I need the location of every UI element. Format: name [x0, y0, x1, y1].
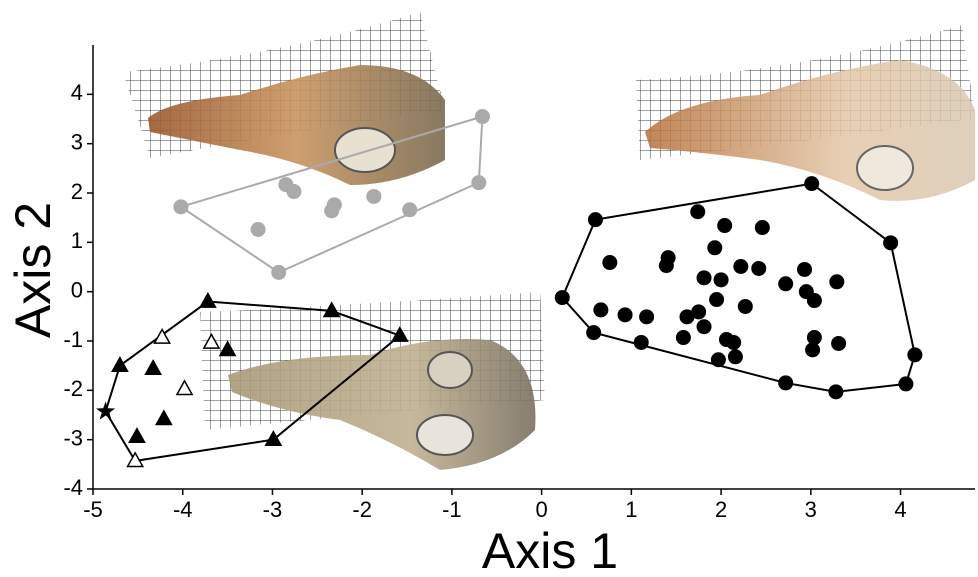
x-tick-label: -3	[263, 497, 283, 522]
point	[202, 332, 221, 349]
x-tick-label: -1	[442, 497, 462, 522]
point	[402, 202, 418, 218]
y-tick-label: -3	[63, 425, 83, 450]
point	[883, 235, 899, 251]
point	[366, 188, 382, 204]
y-tick-label: 3	[71, 129, 83, 154]
point	[593, 302, 609, 318]
point	[264, 430, 283, 447]
point	[586, 325, 602, 341]
specimen-image	[636, 25, 975, 201]
point	[175, 379, 194, 396]
point	[733, 259, 749, 275]
point	[726, 334, 742, 350]
point	[806, 293, 822, 309]
point	[679, 309, 695, 325]
y-tick-label: 4	[71, 80, 83, 105]
point	[155, 409, 173, 426]
point	[831, 335, 847, 351]
point	[322, 301, 341, 318]
point	[727, 349, 743, 365]
point	[617, 307, 633, 323]
y-tick-label: -1	[63, 327, 83, 352]
point	[691, 304, 707, 320]
point	[907, 347, 923, 363]
y-axis-label: Axis 2	[5, 202, 61, 338]
x-tick-label: 0	[536, 497, 548, 522]
point	[554, 290, 570, 306]
y-tick-label: 0	[71, 277, 83, 302]
point	[128, 427, 146, 444]
group-hull	[561, 182, 916, 393]
point	[153, 328, 171, 344]
specimen-images	[123, 12, 975, 470]
point	[173, 199, 189, 215]
point	[639, 309, 655, 325]
x-tick-label: 3	[805, 497, 817, 522]
point	[797, 261, 813, 277]
point	[690, 204, 706, 220]
specimen-image	[200, 292, 545, 470]
x-tick-label: 4	[894, 497, 906, 522]
point	[96, 401, 116, 420]
x-tick-label: 2	[715, 497, 727, 522]
point	[707, 240, 723, 256]
point	[111, 356, 129, 373]
point	[805, 342, 821, 358]
point	[250, 222, 266, 238]
x-axis-label: Axis 1	[482, 523, 618, 577]
point	[144, 359, 162, 375]
point	[474, 109, 490, 125]
point	[278, 177, 294, 193]
point	[754, 220, 770, 236]
point	[709, 292, 725, 308]
point	[829, 274, 845, 290]
point	[751, 260, 767, 276]
point	[633, 334, 649, 350]
point	[390, 326, 409, 342]
group-hull	[104, 300, 402, 462]
x-tick-label: -2	[352, 497, 372, 522]
y-tick-label: -4	[63, 475, 83, 500]
point	[828, 384, 844, 400]
point	[198, 291, 217, 308]
point	[696, 270, 712, 286]
point	[710, 352, 726, 368]
point	[713, 272, 729, 288]
point	[602, 255, 618, 271]
point	[324, 203, 340, 219]
point	[587, 212, 603, 228]
y-tick-label: 2	[71, 179, 83, 204]
point	[778, 375, 794, 391]
point	[778, 276, 794, 292]
point	[737, 298, 753, 314]
point	[126, 451, 145, 468]
y-tick-label: -2	[63, 376, 83, 401]
point	[696, 319, 712, 335]
x-tick-label: -5	[83, 497, 103, 522]
point	[675, 330, 691, 346]
specimen-image	[123, 12, 445, 185]
point	[717, 218, 733, 234]
point	[271, 264, 287, 280]
point	[658, 258, 674, 274]
point	[218, 340, 237, 357]
point	[898, 376, 914, 392]
point	[804, 176, 820, 192]
point	[471, 175, 487, 191]
x-tick-label: -4	[173, 497, 193, 522]
point	[806, 330, 822, 346]
x-tick-label: 1	[625, 497, 637, 522]
y-tick-label: 1	[71, 228, 83, 253]
